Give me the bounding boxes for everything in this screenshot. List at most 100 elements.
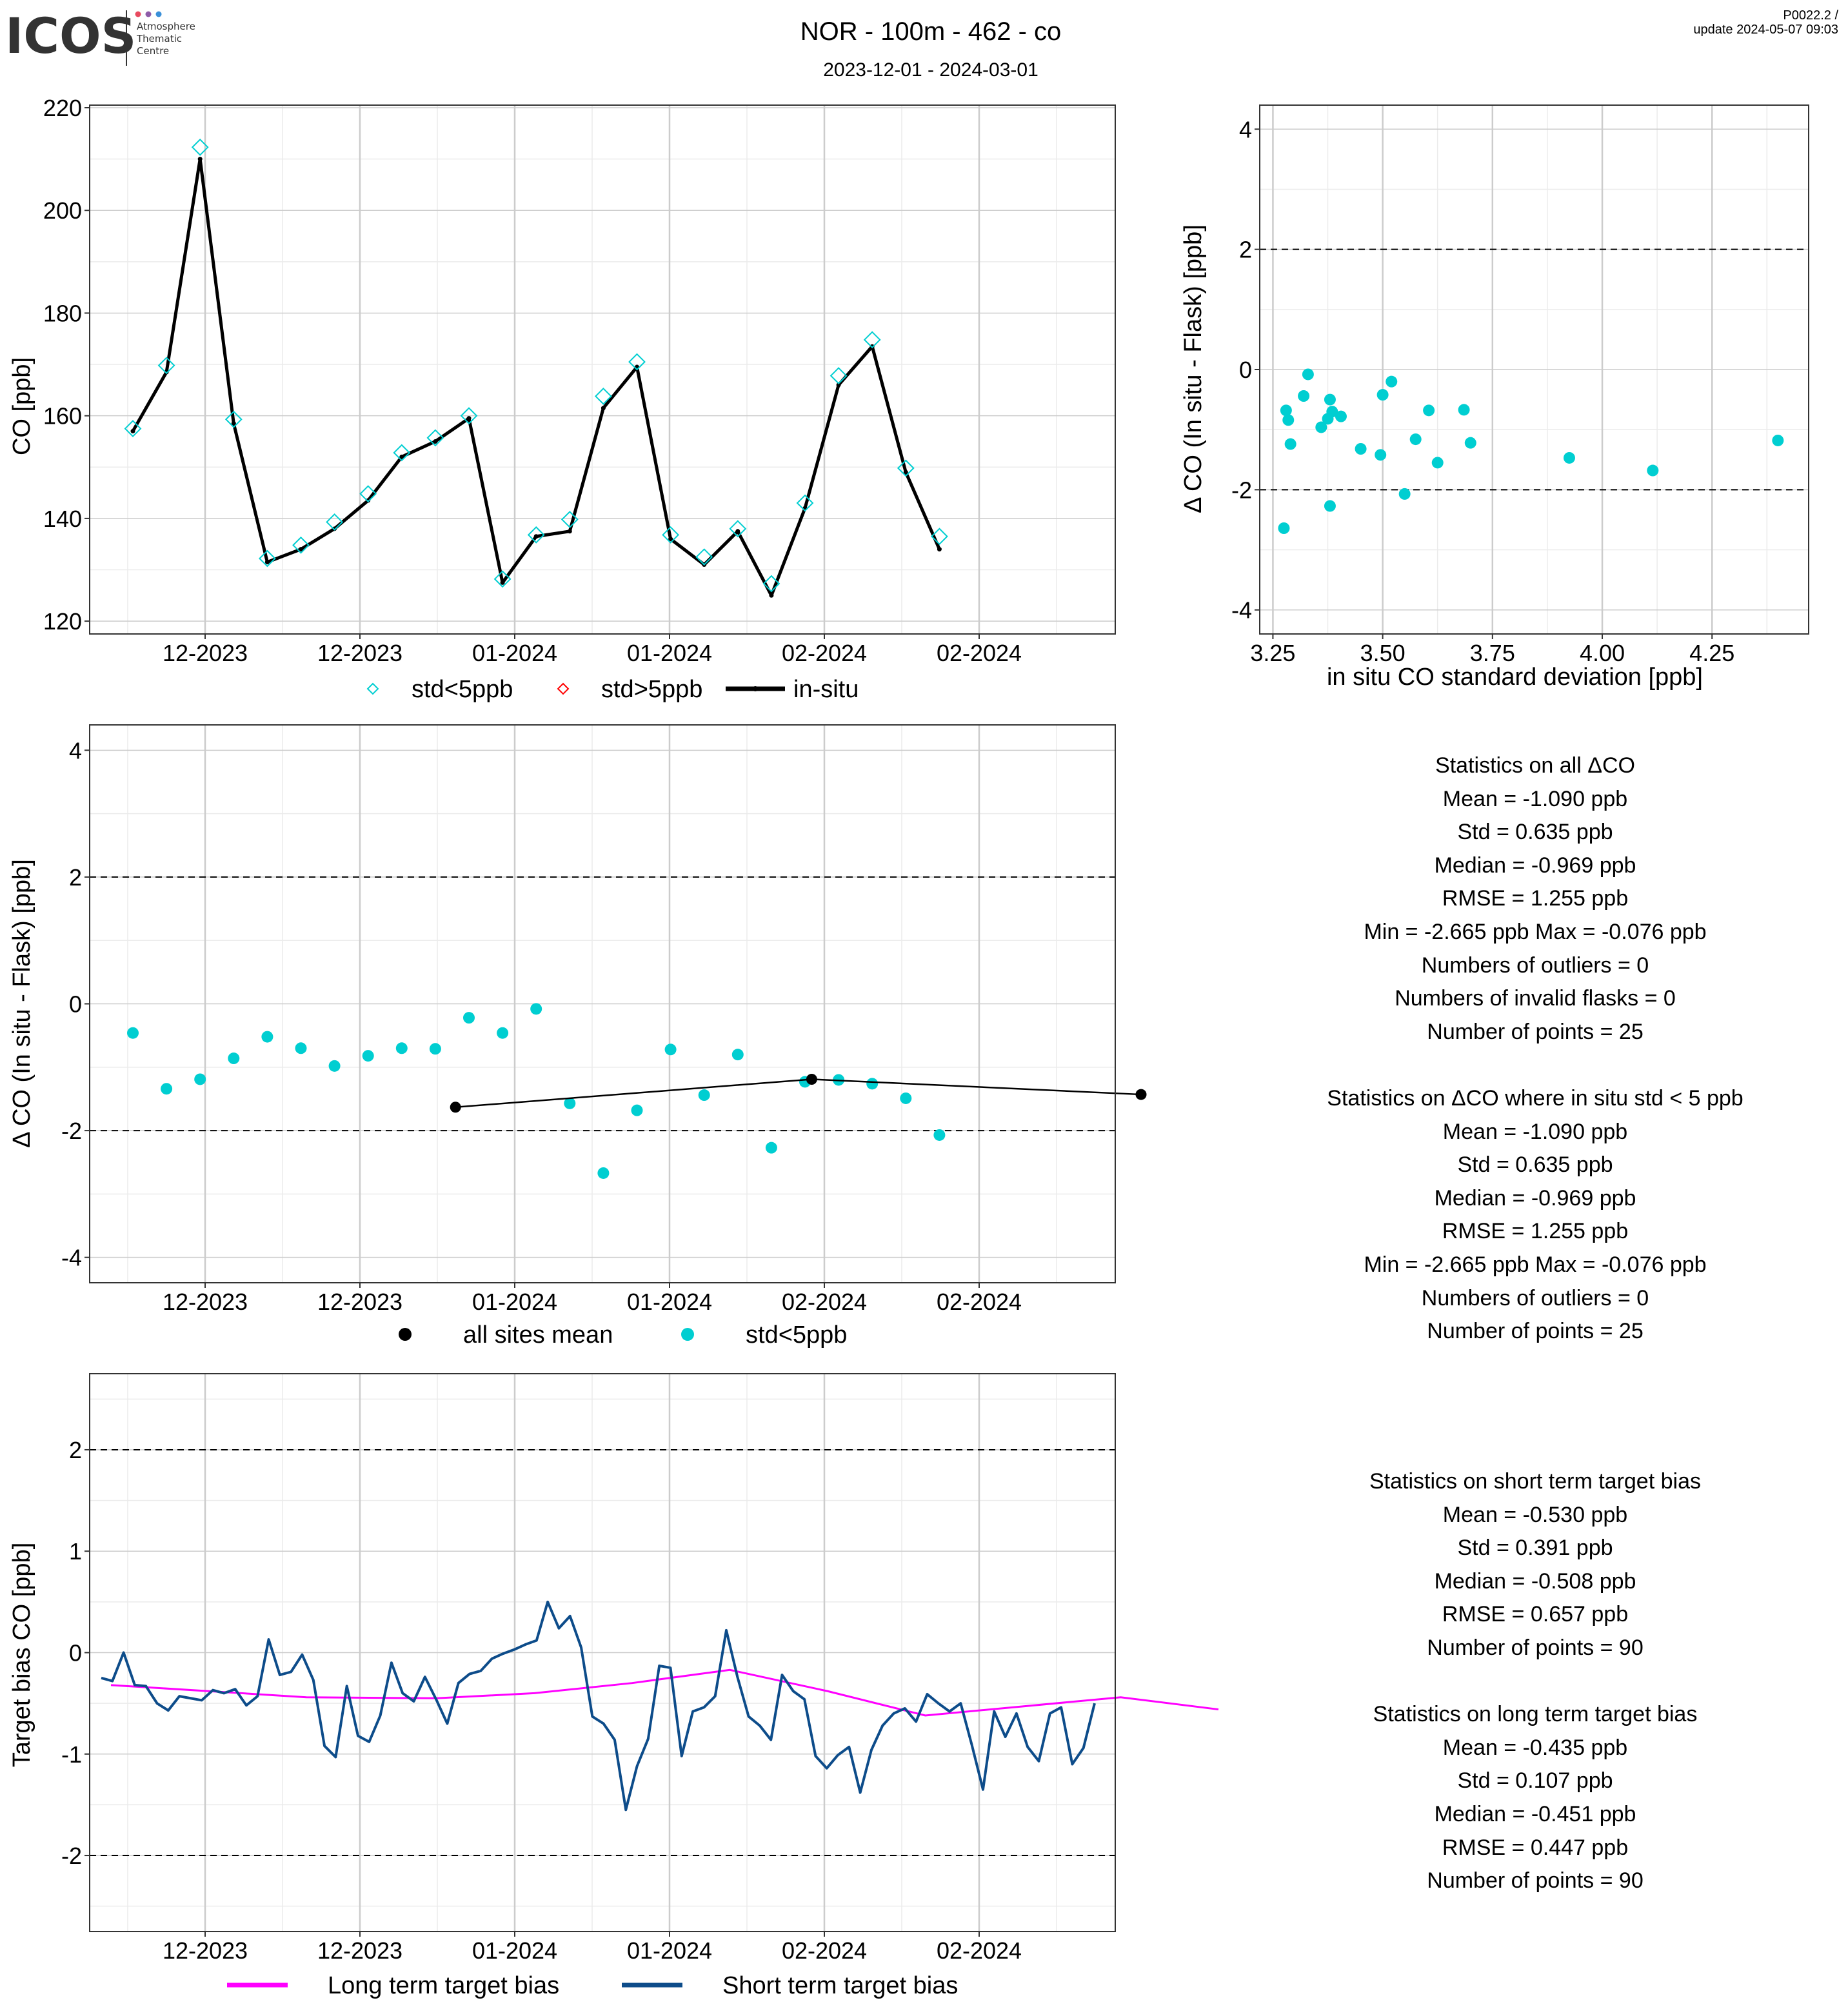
flask-std-lt5-marker (359, 485, 377, 503)
in-situ-point (299, 547, 303, 552)
in-situ-point (769, 593, 774, 598)
stats-bias-panel: Statistics on short term target bias Mean… (1226, 1465, 1845, 1898)
scatter-point (1409, 433, 1422, 446)
flask-std-lt5-marker (224, 410, 243, 428)
legend-std-lt5-marker (681, 1328, 694, 1341)
x-tick-label: 01-2024 (627, 1289, 712, 1315)
y-tick-label: -2 (61, 1118, 82, 1144)
delta-point (261, 1031, 273, 1043)
x-tick-label: 02-2024 (937, 640, 1022, 666)
y-tick-label: 2 (1239, 237, 1252, 263)
logo-sub-2: Thematic (136, 33, 182, 44)
flask-std-lt5-marker (258, 549, 276, 568)
version-label: P0022.2 / (1783, 8, 1838, 23)
legend-all-sites-mean-marker (399, 1328, 412, 1341)
delta-point (395, 1042, 408, 1054)
plot-background (90, 105, 1115, 634)
flask-std-lt5-marker (628, 353, 646, 371)
in-situ-point (264, 560, 270, 565)
stats-line: Numbers of outliers = 0 (1421, 1285, 1649, 1310)
stats-line: Mean = -0.435 ppb (1442, 1735, 1628, 1760)
in-situ-point (836, 382, 841, 388)
flask-std-lt5-marker (863, 331, 881, 349)
stats-delta-panel: Statistics on all ΔCO Mean = -1.090 ppb St… (1226, 749, 1845, 1349)
y-tick-label: 140 (43, 506, 82, 532)
y-tick-label: -4 (1231, 597, 1252, 624)
stats-line: Number of points = 25 (1427, 1019, 1644, 1044)
stats-line: Mean = -1.090 ppb (1442, 1119, 1628, 1144)
y-axis-title: Δ CO (In situ - Flask) [ppb] (8, 859, 35, 1148)
y-tick-label: 0 (69, 991, 82, 1018)
flask-std-lt5-marker (292, 536, 310, 554)
in-situ-point (869, 344, 875, 349)
scatter-point (1647, 464, 1659, 477)
stats-line: Std = 0.635 ppb (1457, 820, 1613, 845)
short-term-bias-line (101, 1600, 1096, 1812)
stats-line: Statistics on all ΔCO (1435, 753, 1635, 778)
x-tick-label: 12-2023 (163, 1937, 248, 1964)
y-tick-label: 0 (69, 1640, 82, 1666)
scatter-point (1398, 488, 1411, 500)
x-tick-label: 3.75 (1470, 640, 1515, 666)
in-situ-point (433, 439, 438, 444)
delta-point (698, 1089, 710, 1102)
stats-line: Number of points = 25 (1427, 1319, 1644, 1344)
plot-border (89, 104, 1116, 635)
delta-point (597, 1167, 610, 1179)
flask-std-lt5-marker (662, 526, 680, 544)
scatter-point (1315, 421, 1327, 433)
in-situ-point (735, 529, 740, 534)
delta-point (765, 1142, 777, 1154)
flask-std-lt5-marker (796, 494, 814, 512)
stats-line: Statistics on short term target bias (1369, 1469, 1701, 1494)
stats-line: Median = -0.508 ppb (1434, 1568, 1636, 1594)
x-tick-label: 01-2024 (472, 640, 557, 666)
logo-sub-3: Centre (137, 45, 169, 57)
scatter-point (1386, 375, 1398, 388)
delta-point (295, 1042, 307, 1054)
legend-all-sites-mean-label: all sites mean (463, 1321, 613, 1349)
y-tick-label: 200 (43, 197, 82, 224)
stats-line: Median = -0.969 ppb (1434, 1185, 1636, 1211)
stats-line: Number of points = 90 (1427, 1635, 1644, 1660)
update-label: update 2024-05-07 09:03 (1693, 23, 1838, 37)
scatter-point (1464, 437, 1476, 449)
y-tick-label: -1 (61, 1741, 82, 1768)
y-axis-title: Δ CO (In situ - Flask) [ppb] (1180, 224, 1207, 513)
scatter-point (1355, 443, 1367, 455)
legend-std-lt5-label: std<5ppb (412, 676, 513, 703)
logo-sub-1: Atmosphere (137, 21, 195, 32)
stats-line: Median = -0.969 ppb (1434, 853, 1636, 878)
scatter-point (1335, 410, 1347, 422)
delta-point (731, 1049, 744, 1061)
stats-line: Std = 0.391 ppb (1457, 1536, 1613, 1561)
logo-dot-red (135, 11, 141, 17)
page-title: NOR - 100m - 462 - co (800, 17, 1062, 46)
all-sites-mean-point (806, 1073, 817, 1085)
stats-line: Std = 0.635 ppb (1457, 1152, 1613, 1178)
scatter-point (1375, 449, 1387, 461)
x-tick-label: 12-2023 (317, 1289, 402, 1315)
y-tick-label: 2 (69, 864, 82, 891)
scatter-point (1376, 389, 1389, 401)
in-situ-point (231, 421, 236, 426)
legend-in-situ-point (753, 686, 758, 691)
legend-std-lt5-label: std<5ppb (746, 1321, 847, 1349)
flask-std-lt5-marker (124, 420, 142, 437)
stats-line: Median = -0.451 ppb (1434, 1801, 1636, 1826)
y-axis-title: Target bias CO [ppb] (8, 1543, 35, 1768)
in-situ-point (601, 406, 606, 411)
scatter-point (1284, 438, 1297, 450)
flask-std-lt5-marker (830, 367, 848, 384)
x-tick-label: 12-2023 (163, 1289, 248, 1315)
in-situ-point (500, 580, 505, 585)
delta-point (497, 1027, 509, 1039)
legend-std-gt5-marker (557, 682, 570, 695)
flask-std-lt5-marker (930, 528, 948, 546)
x-axis-title: in situ CO standard deviation [ppb] (1327, 664, 1703, 691)
stats-line: Mean = -1.090 ppb (1442, 786, 1628, 811)
stats-line: Min = -2.665 ppb Max = -0.076 ppb (1364, 919, 1707, 944)
in-situ-point (466, 416, 472, 421)
